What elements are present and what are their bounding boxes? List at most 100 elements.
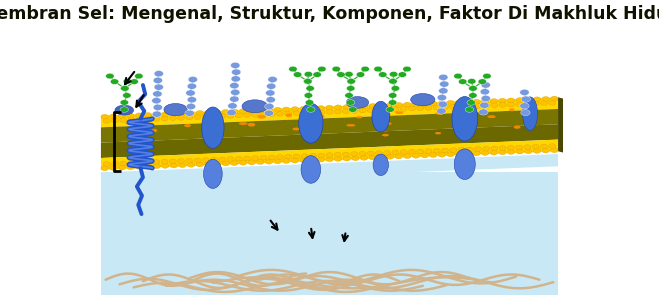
Ellipse shape [381,113,391,116]
Circle shape [243,156,250,161]
Circle shape [416,149,424,154]
Circle shape [481,82,490,88]
Polygon shape [101,109,558,143]
Circle shape [301,111,308,115]
Circle shape [187,97,196,103]
Circle shape [490,150,498,155]
Circle shape [227,110,236,116]
Circle shape [421,153,428,158]
Circle shape [413,153,420,158]
Circle shape [376,107,382,112]
Circle shape [186,115,193,120]
Circle shape [549,144,556,148]
Circle shape [318,110,325,115]
Circle shape [469,93,477,98]
Circle shape [378,155,385,160]
Ellipse shape [242,100,268,113]
Circle shape [403,66,411,72]
Circle shape [152,98,161,104]
Circle shape [186,90,195,96]
Circle shape [243,113,250,118]
Circle shape [367,108,374,112]
Ellipse shape [143,132,151,134]
Circle shape [455,100,463,105]
Circle shape [540,101,548,106]
Circle shape [386,154,394,159]
Circle shape [266,83,276,89]
Ellipse shape [454,149,475,180]
Circle shape [136,117,144,122]
Circle shape [103,162,110,166]
Circle shape [144,112,152,117]
Circle shape [392,150,399,155]
Circle shape [516,98,523,103]
Circle shape [378,72,387,77]
Circle shape [376,151,382,155]
Circle shape [438,101,447,107]
Circle shape [466,147,473,152]
Circle shape [305,100,314,105]
Circle shape [507,145,515,150]
Circle shape [268,76,277,83]
Circle shape [347,79,355,84]
Circle shape [127,165,134,170]
Circle shape [392,107,399,111]
Ellipse shape [239,122,248,125]
Ellipse shape [372,101,389,132]
Circle shape [467,79,476,84]
Circle shape [187,111,195,116]
Circle shape [352,156,359,160]
Circle shape [389,71,398,77]
Ellipse shape [299,103,323,143]
Ellipse shape [382,134,389,136]
Ellipse shape [513,126,521,129]
Circle shape [111,118,119,123]
Circle shape [136,160,144,165]
Circle shape [265,108,273,113]
Circle shape [398,72,407,77]
Circle shape [103,119,110,123]
Circle shape [551,96,558,101]
Ellipse shape [395,111,403,114]
Circle shape [345,93,353,98]
Circle shape [507,102,515,107]
Circle shape [120,107,129,112]
Circle shape [384,150,391,155]
Circle shape [403,102,411,107]
Circle shape [490,99,498,103]
Circle shape [285,111,292,116]
Circle shape [465,107,474,112]
Circle shape [128,161,135,165]
Circle shape [169,159,177,164]
Circle shape [196,162,204,167]
Circle shape [219,114,226,119]
Circle shape [357,72,364,77]
Circle shape [369,103,376,108]
Circle shape [153,164,160,168]
Circle shape [231,69,241,75]
Circle shape [118,114,126,119]
Circle shape [542,96,550,101]
Circle shape [252,112,259,117]
Circle shape [313,72,322,77]
Circle shape [153,77,163,83]
Circle shape [264,110,273,116]
Circle shape [304,79,312,84]
Circle shape [300,158,307,163]
Circle shape [196,111,204,116]
Circle shape [481,95,490,102]
Circle shape [439,88,448,94]
Circle shape [425,149,432,153]
Circle shape [389,93,397,98]
Circle shape [433,105,440,110]
Circle shape [231,62,240,68]
Circle shape [449,104,457,109]
Circle shape [326,153,333,157]
Circle shape [194,115,201,120]
Circle shape [161,116,168,121]
Circle shape [345,71,353,77]
Circle shape [520,103,529,109]
Circle shape [459,79,467,84]
Circle shape [367,151,374,156]
Circle shape [144,117,152,121]
